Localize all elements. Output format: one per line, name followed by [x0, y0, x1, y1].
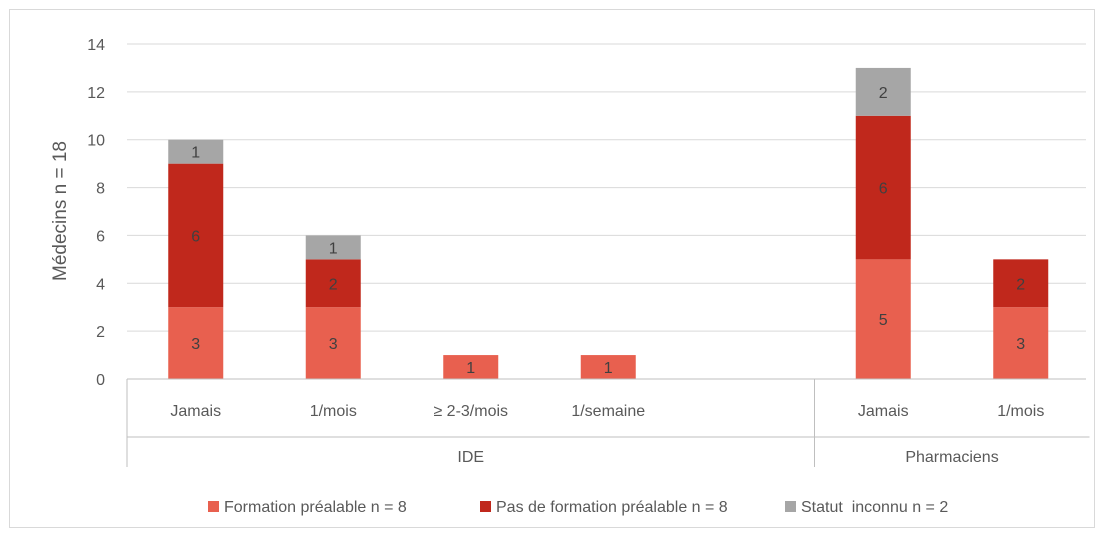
y-tick-label: 6 — [96, 228, 105, 245]
bar-segment — [993, 259, 1049, 308]
x-category-label: 1/mois — [310, 403, 357, 420]
data-label: 3 — [191, 336, 200, 353]
data-label: 3 — [329, 336, 338, 353]
x-category-label: 1/mois — [997, 403, 1044, 420]
bar-segment — [168, 163, 224, 308]
bar-segment — [305, 307, 361, 379]
gridlines — [127, 43, 1086, 332]
data-label: 1 — [329, 240, 338, 257]
legend-swatch — [480, 501, 491, 512]
bar-segment — [580, 355, 636, 379]
y-tick-label: 12 — [87, 85, 105, 102]
bar-segment — [305, 235, 361, 260]
data-label: 1 — [466, 360, 475, 377]
data-label: 2 — [329, 276, 338, 293]
legend-entry: Formation préalable n = 8 — [224, 499, 407, 516]
legend-entry: Pas de formation préalable n = 8 — [496, 499, 728, 516]
bar-segment — [168, 139, 224, 164]
y-tick-label: 2 — [96, 324, 105, 341]
data-label: 1 — [604, 360, 613, 377]
bar-segment — [993, 307, 1049, 379]
data-label: 6 — [879, 181, 888, 198]
bar-segment — [855, 67, 911, 116]
legend-entry: Statut inconnu n = 2 — [801, 499, 948, 516]
bar-segment — [855, 115, 911, 260]
data-label: 5 — [879, 312, 888, 329]
data-label: 1 — [191, 145, 200, 162]
data-label: 2 — [1016, 276, 1025, 293]
y-tick-label: 0 — [96, 372, 105, 389]
bar-segment — [855, 259, 911, 379]
x-group-label: Pharmaciens — [905, 449, 998, 466]
y-tick-label: 14 — [87, 37, 105, 54]
data-label: 2 — [879, 85, 888, 102]
legend-swatch — [208, 501, 219, 512]
legend: Formation préalable n = 8 Pas de formatio… — [208, 499, 948, 516]
y-tick-label: 10 — [87, 133, 105, 150]
y-tick-label: 4 — [96, 276, 105, 293]
x-category-label: Jamais — [170, 403, 221, 420]
x-category-label: ≥ 2-3/mois — [433, 403, 508, 420]
x-category-label: 1/semaine — [571, 403, 645, 420]
x-group-label: IDE — [457, 449, 484, 466]
y-axis-title: Médecins n = 18 — [50, 141, 71, 281]
data-label: 3 — [1016, 336, 1025, 353]
x-category-label: Jamais — [858, 403, 909, 420]
y-tick-label: 8 — [96, 181, 105, 198]
data-label: 6 — [191, 228, 200, 245]
bar-segment — [305, 259, 361, 308]
bar-segment — [168, 307, 224, 379]
legend-swatch — [785, 501, 796, 512]
bar-segment — [443, 355, 499, 379]
bars: 3 6 1 3 2 1 1 1 5 6 2 3 2 — [168, 67, 1049, 379]
